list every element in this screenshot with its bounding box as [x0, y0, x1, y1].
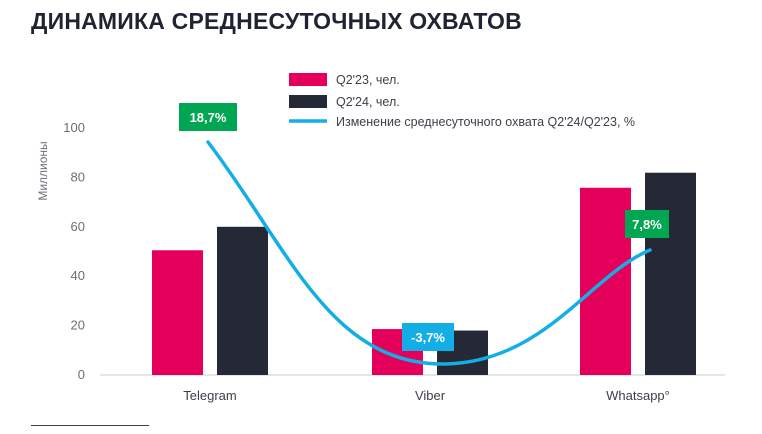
y-tick-label: 20	[71, 318, 85, 333]
page-title: ДИНАМИКА СРЕДНЕСУТОЧНЫХ ОХВАТОВ	[31, 8, 522, 34]
change-series-line	[206, 140, 652, 366]
x-category-label: Whatsapp°	[606, 388, 670, 403]
legend-swatch-q2-23	[289, 73, 327, 86]
y-axis-title: Миллионы	[36, 141, 50, 200]
bar-q2-23	[152, 250, 203, 375]
legend-label-change: Изменение среднесуточного охвата Q2'24/Q…	[336, 115, 635, 129]
change-badge	[179, 103, 237, 131]
bar-q2-24	[217, 226, 268, 375]
y-tick-label: 0	[78, 367, 85, 382]
y-tick-label: 80	[71, 169, 85, 184]
legend-swatch-q2-24	[289, 95, 327, 108]
change-badge	[402, 323, 454, 351]
change-value-label: -3,7%	[411, 330, 445, 345]
footnote-divider	[31, 425, 149, 426]
y-tick-label: 100	[63, 120, 85, 135]
legend-label-q2-24: Q2'24, чел.	[336, 95, 400, 109]
bar-q2-24	[645, 172, 696, 375]
change-value-label: 18,7%	[190, 110, 227, 125]
x-category-label: Viber	[415, 388, 446, 403]
y-tick-label: 40	[71, 268, 85, 283]
x-category-label: Telegram	[183, 388, 236, 403]
legend-label-q2-23: Q2'23, чел.	[336, 73, 400, 87]
change-badge	[625, 210, 669, 238]
y-tick-label: 60	[71, 219, 85, 234]
change-value-label: 7,8%	[632, 217, 662, 232]
